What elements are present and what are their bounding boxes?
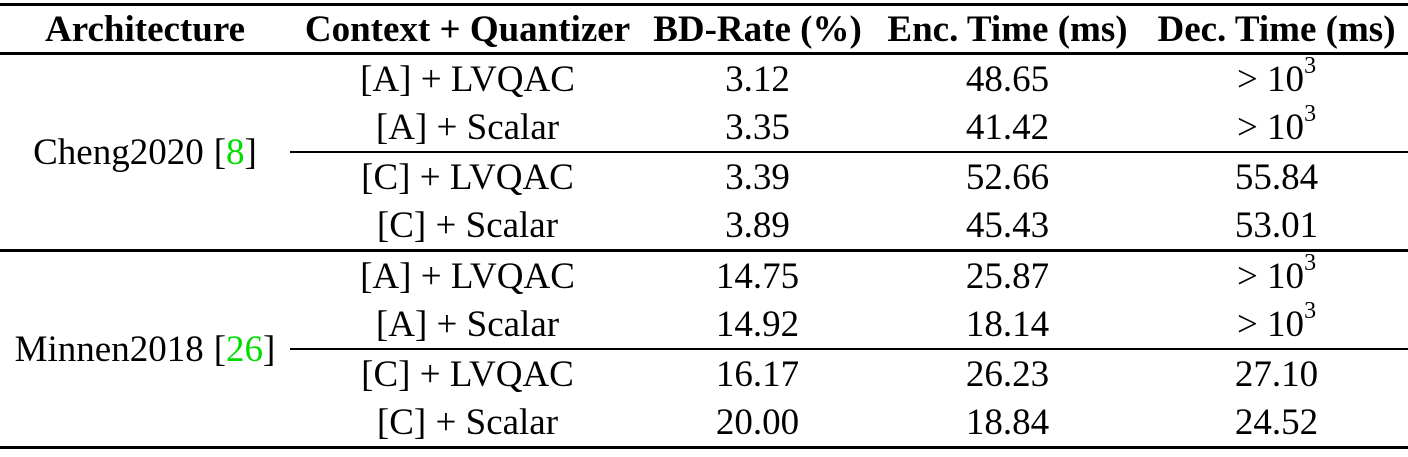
enc-time-cell: 18.84 (965, 401, 1050, 443)
citation-bracket-close: ] (263, 328, 276, 370)
column-header-context-quantizer: Context + Quantizer (304, 8, 631, 50)
dec-time-value: > 10 (1236, 303, 1305, 345)
dec-time-exponent: 3 (1304, 52, 1317, 79)
bd-rate-cell: 3.89 (725, 204, 790, 246)
bd-rate-cell: 3.12 (725, 58, 790, 100)
context-quantizer-cell: [C] + Scalar (376, 204, 559, 246)
dec-time-exponent: 3 (1304, 100, 1317, 127)
dec-time-value: 53.01 (1234, 204, 1319, 246)
enc-time-cell: 48.65 (965, 58, 1050, 100)
enc-time-cell: 41.42 (870, 103, 1145, 153)
bd-rate-cell: 16.17 (715, 353, 800, 395)
context-quantizer-cell: [C] + LVQAC (361, 353, 574, 395)
dec-time-cell: 55.84 (1145, 152, 1408, 201)
column-header-architecture: Architecture (45, 8, 245, 50)
table-body: Cheng2020 [8] [A] + LVQAC 3.12 48.65 > 10… (0, 54, 1408, 448)
context-quantizer-cell: [A] + LVQAC (290, 249, 645, 300)
table-row: Cheng2020 [8] [A] + LVQAC 3.12 48.65 > 10… (0, 54, 1408, 173)
dec-time-cell: 24.52 (1145, 398, 1408, 448)
architecture-name: Cheng2020 (33, 131, 204, 173)
bd-rate-cell: 3.35 (645, 103, 870, 153)
dec-time-cell: > 103 (1145, 297, 1408, 350)
column-header-bd-rate: BD-Rate (%) (653, 8, 862, 50)
citation-bracket-close: ] (244, 131, 257, 173)
table-row: [C] + Scalar 20.00 18.84 24.52 (0, 398, 1408, 448)
architecture-cell-minnen2018: Minnen2018 [26] (0, 249, 290, 448)
dec-time-exponent: 3 (1304, 297, 1317, 324)
dec-time-cell: > 103 (1145, 100, 1408, 153)
dec-time-cell: 27.10 (1145, 349, 1408, 398)
citation-link[interactable]: [26] (214, 329, 276, 370)
context-quantizer-cell: [C] + LVQAC (361, 156, 574, 198)
enc-time-cell: 52.66 (965, 156, 1050, 198)
dec-time-value: > 10 (1236, 106, 1305, 148)
table-row: [C] + LVQAC 3.39 52.66 55.84 (0, 152, 1408, 201)
citation-number: 26 (226, 328, 264, 370)
dec-time-value: > 10 (1236, 58, 1305, 100)
table-row: [C] + LVQAC 16.17 26.23 27.10 (0, 349, 1408, 398)
citation-number: 8 (226, 131, 245, 173)
bd-rate-cell: 20.00 (715, 401, 800, 443)
results-table: Architecture Context + Quantizer BD-Rate… (0, 3, 1408, 449)
dec-time-cell: > 103 (1145, 249, 1408, 300)
dec-time-cell: > 103 (1145, 54, 1408, 104)
context-quantizer-cell: [A] + Scalar (290, 300, 645, 350)
citation-bracket-open: [ (213, 328, 227, 370)
architecture-cell-cheng2020: Cheng2020 [8] (0, 54, 290, 251)
column-header-dec-time: Dec. Time (ms) (1157, 8, 1396, 50)
citation-link[interactable]: [8] (214, 132, 257, 173)
citation-bracket-open: [ (213, 131, 227, 173)
context-quantizer-cell: [C] + Scalar (376, 401, 559, 443)
table-row: [A] + Scalar 14.92 18.14 > 103 (0, 297, 1408, 350)
architecture-name: Minnen2018 (14, 328, 204, 370)
bd-rate-cell: 3.39 (725, 156, 790, 198)
enc-time-cell: 45.43 (965, 204, 1050, 246)
table-row: [A] + Scalar 3.35 41.42 > 103 (0, 100, 1408, 153)
table-row: Minnen2018 [26] [A] + LVQAC 14.75 25.87 >… (0, 249, 1408, 448)
context-quantizer-cell: [A] + LVQAC (360, 58, 575, 100)
dec-time-value: 24.52 (1234, 401, 1319, 443)
enc-time-cell: 25.87 (870, 249, 1145, 300)
enc-time-cell: 26.23 (965, 353, 1050, 395)
table-row: [C] + Scalar 3.89 45.43 53.01 (0, 201, 1408, 251)
bd-rate-cell: 14.92 (645, 300, 870, 350)
context-quantizer-cell: [A] + Scalar (290, 103, 645, 153)
header-row: Architecture Context + Quantizer BD-Rate… (0, 5, 1408, 54)
dec-time-value: 27.10 (1234, 353, 1319, 395)
dec-time-value: 55.84 (1234, 156, 1319, 198)
bd-rate-cell: 14.75 (645, 249, 870, 300)
enc-time-cell: 18.14 (870, 300, 1145, 350)
dec-time-value: > 10 (1236, 255, 1305, 297)
table-header: Architecture Context + Quantizer BD-Rate… (0, 5, 1408, 54)
dec-time-cell: 53.01 (1145, 201, 1408, 251)
dec-time-exponent: 3 (1304, 249, 1317, 276)
column-header-enc-time: Enc. Time (ms) (887, 8, 1128, 50)
